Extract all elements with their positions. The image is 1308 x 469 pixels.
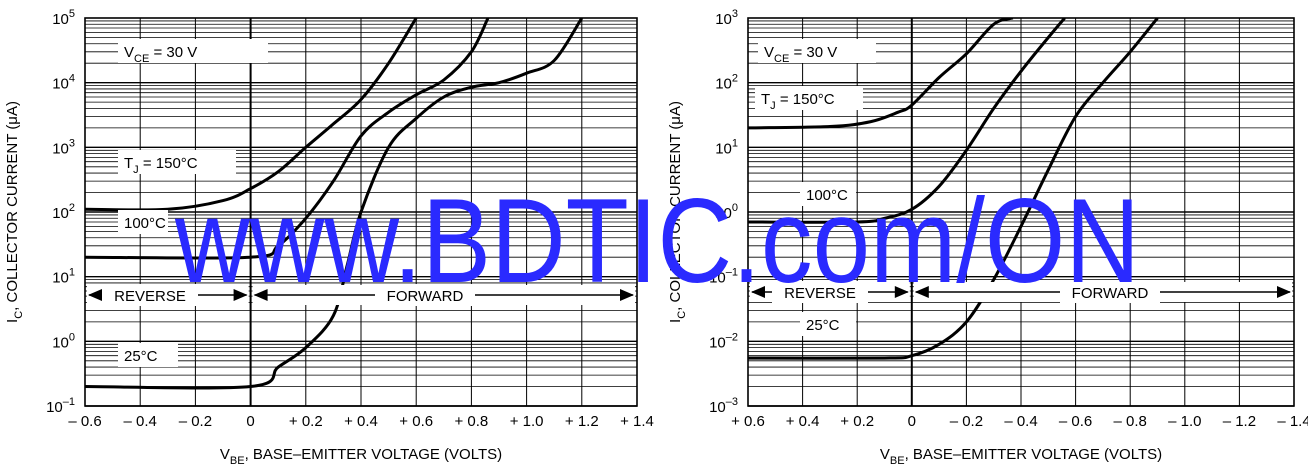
y-tick-label: 100 [52, 331, 75, 351]
plot-frame [84, 17, 638, 407]
arrowhead-right-icon [894, 286, 909, 298]
x-tick-label: + 0.4 [786, 413, 820, 430]
x-tick-label: – 0.4 [124, 413, 157, 430]
t100-label: 100°C [806, 187, 848, 204]
x-tick-label: + 0.4 [344, 413, 378, 430]
arrowhead-right-icon [620, 289, 634, 301]
t25-label: 25°C [124, 348, 158, 365]
x-axis-label: VBE, BASE–EMITTER VOLTAGE (VOLTS) [220, 446, 502, 467]
y-axis-label: IC, COLLECTOR CURRENT (μA) [667, 101, 688, 323]
x-tick-label: + 1.0 [510, 413, 544, 430]
y-tick-label: 101 [715, 137, 738, 157]
x-tick-label: – 0.4 [1004, 413, 1037, 430]
t25-label-bg [800, 312, 856, 336]
y-tick-label: 10–3 [709, 396, 738, 416]
tj-label: TJ = 150°C [761, 91, 835, 112]
series-line-1 [748, 18, 1014, 130]
y-tick-label: 104 [52, 73, 75, 93]
x-tick-label: 0 [246, 413, 254, 430]
x-tick-label: + 0.8 [455, 413, 489, 430]
forward-label-bg [1060, 281, 1160, 303]
series-line-3 [85, 18, 584, 390]
arrowhead-left-icon [88, 289, 102, 301]
vce-label: VCE = 30 V [764, 44, 837, 65]
x-tick-label: + 0.6 [399, 413, 433, 430]
y-axis-label: IC, COLLECTOR CURRENT (μA) [4, 101, 25, 323]
watermark-text: www.BDTIC.com/ON [174, 174, 1140, 308]
x-tick-label: – 0.6 [1059, 413, 1092, 430]
forward-label: FORWARD [1072, 285, 1149, 302]
tj-label-bg [755, 86, 863, 110]
t100-label-bg [118, 210, 168, 234]
x-tick-label: – 1.0 [1168, 413, 1201, 430]
x-tick-label: + 1.2 [565, 413, 599, 430]
series-line-3 [748, 18, 1159, 360]
tj-label-bg [118, 150, 236, 174]
series-line-2 [85, 18, 490, 260]
y-tick-label: 100 [715, 202, 738, 222]
x-tick-label: – 1.4 [1277, 413, 1308, 430]
forward-label: FORWARD [387, 288, 464, 305]
forward-label-bg [375, 284, 475, 306]
chart-2: + 0.6 + 0.4 + 0.2 0 – 0.2 – 0.4 – 0.6 – 0.8 – 1.… [667, 8, 1308, 467]
t25-label: 25°C [806, 317, 840, 334]
tj-label: TJ = 150°C [124, 155, 198, 176]
arrowhead-left-icon [751, 286, 765, 298]
x-tick-label: – 1.2 [1223, 413, 1256, 430]
vce-label-bg [118, 39, 268, 63]
x-tick-label: – 0.8 [1114, 413, 1147, 430]
x-tick-label: – 0.2 [179, 413, 212, 430]
x-tick-label: + 0.6 [731, 413, 765, 430]
reverse-label: REVERSE [114, 288, 186, 305]
chart-1: – 0.6 – 0.4 – 0.2 0 + 0.2 + 0.4 + 0.6 + 0.8 + 1.… [4, 8, 654, 467]
series-line-2 [748, 18, 1066, 224]
x-tick-label: + 1.4 [620, 413, 654, 430]
t25-label-bg [118, 343, 178, 367]
y-tick-label: 10–1 [46, 396, 75, 416]
y-tick-label: 103 [52, 137, 75, 157]
x-tick-label: + 0.2 [840, 413, 874, 430]
t100-label-bg [800, 182, 856, 206]
x-axis-label: VBE, BASE–EMITTER VOLTAGE (VOLTS) [880, 446, 1162, 467]
y-tick-label: 10–2 [709, 331, 738, 351]
series-line-1 [85, 18, 418, 212]
reverse-label-bg [772, 281, 868, 303]
arrowhead-left-icon [253, 289, 268, 301]
reverse-label-bg [102, 284, 198, 306]
y-tick-label: 102 [715, 73, 738, 93]
y-tick-label: 102 [52, 202, 75, 222]
vce-label-bg [758, 39, 876, 63]
x-tick-label: + 0.2 [289, 413, 323, 430]
y-tick-label: 105 [52, 8, 75, 28]
x-tick-label: 0 [908, 413, 916, 430]
arrowhead-right-icon [1277, 286, 1291, 298]
x-tick-label: – 0.2 [950, 413, 983, 430]
y-tick-label: 103 [715, 8, 738, 28]
reverse-label: REVERSE [784, 285, 856, 302]
arrowhead-left-icon [914, 286, 929, 298]
y-tick-label: 101 [52, 267, 75, 287]
y-tick-label: 10–1 [709, 267, 738, 287]
t100-label: 100°C [124, 215, 166, 232]
vce-label: VCE = 30 V [124, 44, 197, 65]
arrowhead-right-icon [233, 289, 248, 301]
x-tick-label: – 0.6 [68, 413, 101, 430]
plot-frame [747, 17, 1295, 407]
